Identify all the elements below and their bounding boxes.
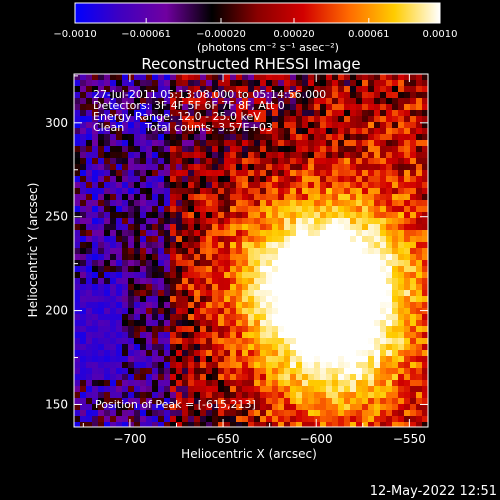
y-axis: 150 200 250 300 xyxy=(45,75,428,411)
x-tick-label: −650 xyxy=(207,432,240,446)
annotation-energy-range: Energy Range: 12.0 - 25.0 keV xyxy=(93,110,261,123)
annotation-block: 27-Jul-2011 05:13:08.000 to 05:14:56.000… xyxy=(93,88,326,134)
x-axis-label: Heliocentric X (arcsec) xyxy=(181,447,317,461)
y-tick-label: 200 xyxy=(45,304,68,318)
colorbar-tick-label: 0.00020 xyxy=(273,29,314,40)
colorbar-tick-label: −0.00020 xyxy=(196,29,246,40)
colorbar-ticks: −0.0010 −0.00061 −0.00020 0.00020 0.00061 0.0… xyxy=(53,18,458,40)
plot-frame xyxy=(73,73,429,428)
heatmap-image xyxy=(74,74,428,427)
annotation-detectors: Detectors: 3F 4F 5F 6F 7F 8F, Att 0 xyxy=(93,99,285,112)
y-tick-label: 150 xyxy=(45,397,68,411)
y-tick-label: 250 xyxy=(45,210,68,224)
colorbar-unit-label: (photons cm⁻² s⁻¹ asec⁻²) xyxy=(197,41,339,54)
annotation-total-counts: Total counts: 3.57E+03 xyxy=(144,121,273,134)
colorbar-gradient xyxy=(74,2,441,24)
x-tick-label: −550 xyxy=(393,432,426,446)
chart-title: Reconstructed RHESSI Image xyxy=(141,55,360,73)
annotation-clean: Clean xyxy=(93,121,124,134)
y-tick-label: 300 xyxy=(45,116,68,130)
colorbar: −0.0010 −0.00061 −0.00020 0.00020 0.00061 0.0… xyxy=(53,2,458,54)
x-axis: −700 −650 −600 −550 xyxy=(82,74,426,446)
colorbar-tick-label: 0.0010 xyxy=(423,29,458,40)
annotation-peak-position: Position of Peak = [-615,213] xyxy=(95,398,256,411)
colorbar-tick-label: −0.0010 xyxy=(53,29,96,40)
annotation-time-range: 27-Jul-2011 05:13:08.000 to 05:14:56.000 xyxy=(93,88,326,101)
colorbar-tick-label: −0.00061 xyxy=(121,29,171,40)
footer-timestamp: 12-May-2022 12:51 xyxy=(370,484,497,499)
y-axis-label: Heliocentric Y (arcsec) xyxy=(26,183,40,318)
colorbar-tick-label: 0.00061 xyxy=(348,29,389,40)
x-tick-label: −700 xyxy=(113,432,146,446)
x-tick-label: −600 xyxy=(300,432,333,446)
